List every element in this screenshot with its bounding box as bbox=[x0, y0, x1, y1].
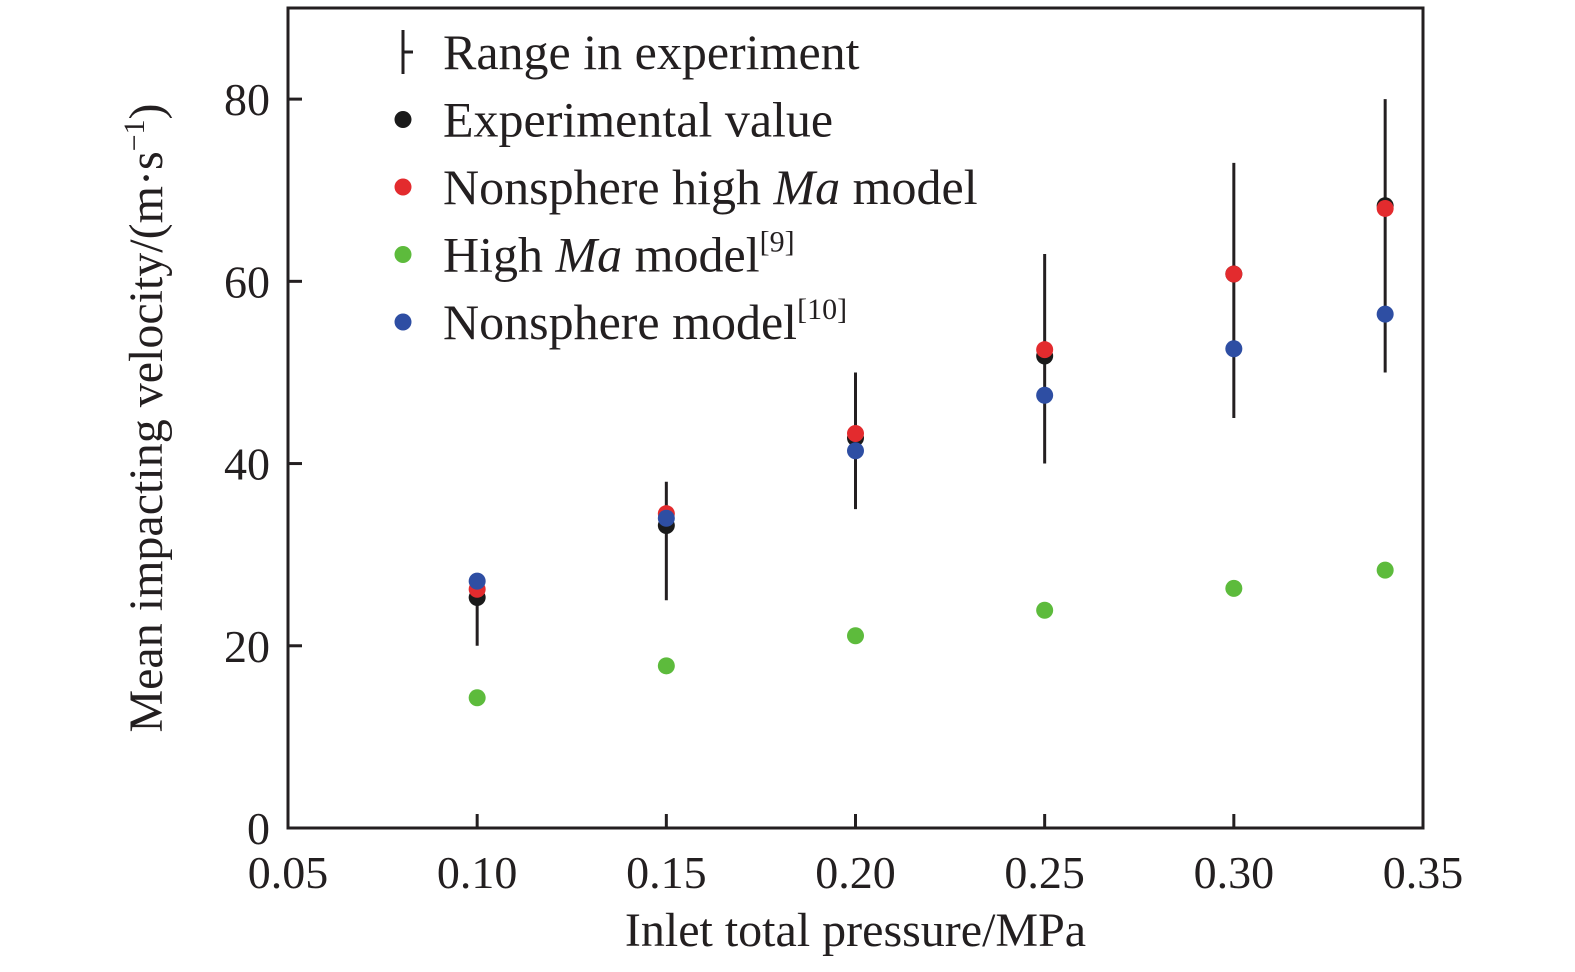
y-tick-label: 60 bbox=[224, 256, 270, 307]
legend: Range in experiment Experimental value Non… bbox=[394, 24, 978, 350]
point-nonsphere bbox=[468, 572, 486, 590]
legend-label-part: model bbox=[622, 227, 759, 283]
legend-label-part: Nonsphere high bbox=[443, 159, 774, 215]
point-nonsphere bbox=[1036, 386, 1054, 404]
legend-marker-nonsphere-high-ma bbox=[394, 178, 412, 196]
legend-marker-nonsphere bbox=[394, 313, 412, 331]
x-axis-label: Inlet total pressure/MPa bbox=[625, 904, 1086, 957]
point-nonsphere bbox=[657, 509, 675, 527]
point-nonsphere bbox=[1376, 305, 1394, 323]
legend-label-part: Nonsphere model bbox=[443, 294, 797, 350]
point-nonsphere-high-ma bbox=[1225, 265, 1243, 283]
legend-label-nonsphere-high-ma: Nonsphere high Ma model bbox=[443, 159, 978, 215]
legend-label-part: [9] bbox=[760, 226, 795, 259]
x-tick-label: 0.15 bbox=[626, 847, 707, 898]
point-high-ma bbox=[1225, 579, 1243, 597]
legend-label-high-ma: High Ma model[9] bbox=[443, 226, 795, 283]
point-nonsphere-high-ma bbox=[1036, 341, 1054, 359]
point-high-ma bbox=[468, 689, 486, 707]
x-tick-label: 0.10 bbox=[437, 847, 518, 898]
y-tick-label: 80 bbox=[224, 74, 270, 125]
y-axis-label-suffix: ) bbox=[120, 103, 173, 119]
legend-label-part: Range in experiment bbox=[443, 24, 860, 80]
legend-label-range: Range in experiment bbox=[443, 24, 860, 80]
legend-label-experimental: Experimental value bbox=[443, 92, 833, 148]
point-high-ma bbox=[1036, 601, 1054, 619]
point-nonsphere bbox=[847, 442, 864, 460]
legend-label-part: Ma bbox=[773, 159, 841, 215]
point-nonsphere-high-ma bbox=[847, 424, 864, 442]
legend-marker-high-ma bbox=[394, 246, 412, 263]
y-tick-label: 20 bbox=[224, 621, 270, 672]
point-high-ma bbox=[657, 657, 675, 675]
y-axis-label: Mean impacting velocity/(m·s−1) bbox=[118, 103, 173, 732]
y-axis-label-sup: −1 bbox=[118, 119, 151, 151]
y-tick-label: 40 bbox=[224, 439, 270, 490]
legend-marker-experimental bbox=[394, 111, 412, 128]
point-high-ma bbox=[847, 627, 864, 645]
legend-label-part: [10] bbox=[797, 293, 847, 326]
x-tick-label: 0.20 bbox=[815, 847, 896, 898]
x-tick-label: 0.30 bbox=[1194, 847, 1275, 898]
x-tick-label: 0.05 bbox=[248, 847, 329, 898]
legend-label-part: model bbox=[840, 159, 977, 215]
point-nonsphere bbox=[1225, 340, 1243, 358]
y-axis-label-prefix: Mean impacting velocity/(m·s bbox=[120, 151, 173, 732]
x-tick-label: 0.35 bbox=[1383, 847, 1464, 898]
y-tick-label: 0 bbox=[247, 803, 270, 854]
legend-label-nonsphere: Nonsphere model[10] bbox=[443, 293, 847, 350]
legend-label-part: High bbox=[443, 227, 556, 283]
legend-label-part: Experimental value bbox=[443, 92, 833, 148]
point-nonsphere-high-ma bbox=[1376, 199, 1394, 217]
x-tick-label: 0.25 bbox=[1004, 847, 1085, 898]
plot-area: 0.05 0.10 0.15 0.20 0.25 0.30 0.35 0 20 40 60 80 Inl… bbox=[118, 6, 1464, 957]
legend-label-part: Ma bbox=[555, 227, 623, 283]
point-high-ma bbox=[1376, 561, 1394, 579]
